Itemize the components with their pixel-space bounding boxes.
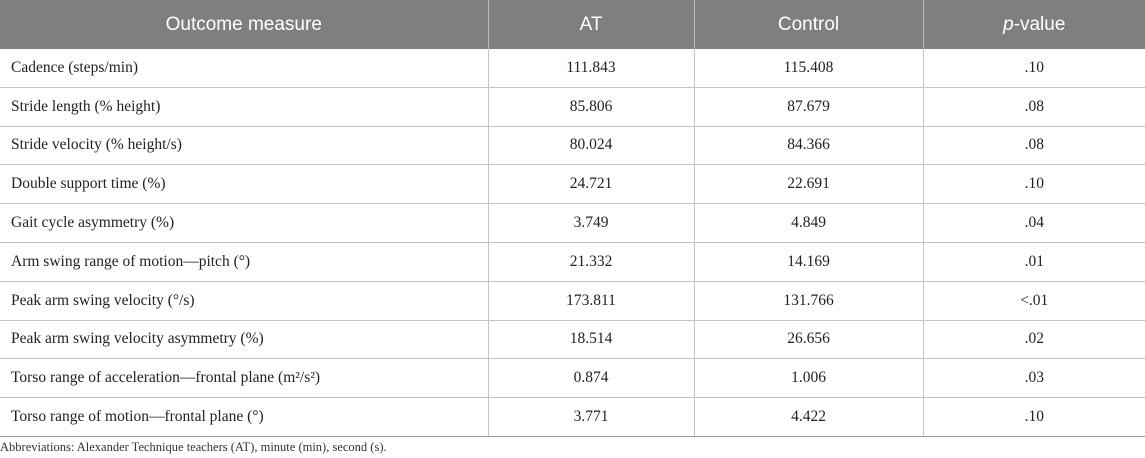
table-row: Double support time (%) 24.721 22.691 .1…: [0, 164, 1145, 205]
cell-p-value: <.01: [923, 281, 1145, 321]
cell-at-value: 24.721: [488, 164, 695, 205]
table-row: Torso range of acceleration—frontal plan…: [0, 358, 1145, 399]
cell-at-value: 85.806: [488, 87, 695, 127]
cell-outcome-measure: Torso range of acceleration—frontal plan…: [0, 358, 489, 399]
table-footnote: Abbreviations: Alexander Technique teach…: [0, 440, 387, 454]
cell-p-value: .10: [923, 397, 1145, 437]
cell-control-value: 22.691: [694, 164, 924, 205]
cell-at-value: 0.874: [488, 358, 695, 399]
cell-outcome-measure: Arm swing range of motion—pitch (°): [0, 242, 489, 282]
cell-p-value: .08: [923, 126, 1145, 166]
cell-control-value: 131.766: [694, 281, 924, 321]
results-table-container: Outcome measure AT Control p-value Caden…: [0, 0, 1145, 437]
table-row: Arm swing range of motion—pitch (°) 21.3…: [0, 242, 1145, 282]
cell-control-value: 4.849: [694, 203, 924, 243]
cell-at-value: 173.811: [488, 281, 695, 321]
header-outcome-measure: Outcome measure: [0, 0, 489, 49]
cell-p-value: .03: [923, 358, 1145, 399]
cell-control-value: 14.169: [694, 242, 924, 282]
cell-p-value: .04: [923, 203, 1145, 243]
table-row: Stride velocity (% height/s) 80.024 84.3…: [0, 126, 1145, 166]
cell-p-value: .01: [923, 242, 1145, 282]
table-row: Peak arm swing velocity (°/s) 173.811 13…: [0, 281, 1145, 321]
cell-outcome-measure: Peak arm swing velocity asymmetry (%): [0, 320, 489, 360]
cell-control-value: 84.366: [694, 126, 924, 166]
cell-outcome-measure: Cadence (steps/min): [0, 49, 489, 88]
cell-outcome-measure: Peak arm swing velocity (°/s): [0, 281, 489, 321]
cell-at-value: 111.843: [488, 49, 695, 88]
cell-at-value: 3.771: [488, 397, 695, 437]
table-row: Torso range of motion—frontal plane (°) …: [0, 397, 1145, 437]
cell-control-value: 1.006: [694, 358, 924, 399]
cell-p-value: .08: [923, 87, 1145, 127]
cell-outcome-measure: Stride length (% height): [0, 87, 489, 127]
cell-at-value: 80.024: [488, 126, 695, 166]
cell-p-value: .02: [923, 320, 1145, 360]
cell-at-value: 21.332: [488, 242, 695, 282]
table-row: Gait cycle asymmetry (%) 3.749 4.849 .04: [0, 203, 1145, 243]
header-p-letter: p: [1003, 13, 1014, 35]
cell-outcome-measure: Gait cycle asymmetry (%): [0, 203, 489, 243]
cell-at-value: 3.749: [488, 203, 695, 243]
table-row: Peak arm swing velocity asymmetry (%) 18…: [0, 320, 1145, 360]
cell-p-value: .10: [923, 49, 1145, 88]
cell-control-value: 26.656: [694, 320, 924, 360]
header-row: Outcome measure AT Control p-value: [0, 0, 1145, 49]
table-body: Cadence (steps/min) 111.843 115.408 .10 …: [0, 49, 1145, 437]
table-row: Cadence (steps/min) 111.843 115.408 .10: [0, 49, 1145, 88]
cell-at-value: 18.514: [488, 320, 695, 360]
header-at: AT: [488, 0, 695, 49]
cell-control-value: 4.422: [694, 397, 924, 437]
results-table: Outcome measure AT Control p-value Caden…: [0, 0, 1145, 437]
cell-control-value: 87.679: [694, 87, 924, 127]
header-p-value: p-value: [923, 0, 1145, 49]
cell-p-value: .10: [923, 164, 1145, 205]
header-p-suffix: -value: [1013, 13, 1066, 35]
cell-outcome-measure: Double support time (%): [0, 164, 489, 205]
cell-outcome-measure: Torso range of motion—frontal plane (°): [0, 397, 489, 437]
table-row: Stride length (% height) 85.806 87.679 .…: [0, 87, 1145, 127]
table-header: Outcome measure AT Control p-value: [0, 0, 1145, 49]
cell-outcome-measure: Stride velocity (% height/s): [0, 126, 489, 166]
cell-control-value: 115.408: [694, 49, 924, 88]
header-control: Control: [694, 0, 924, 49]
